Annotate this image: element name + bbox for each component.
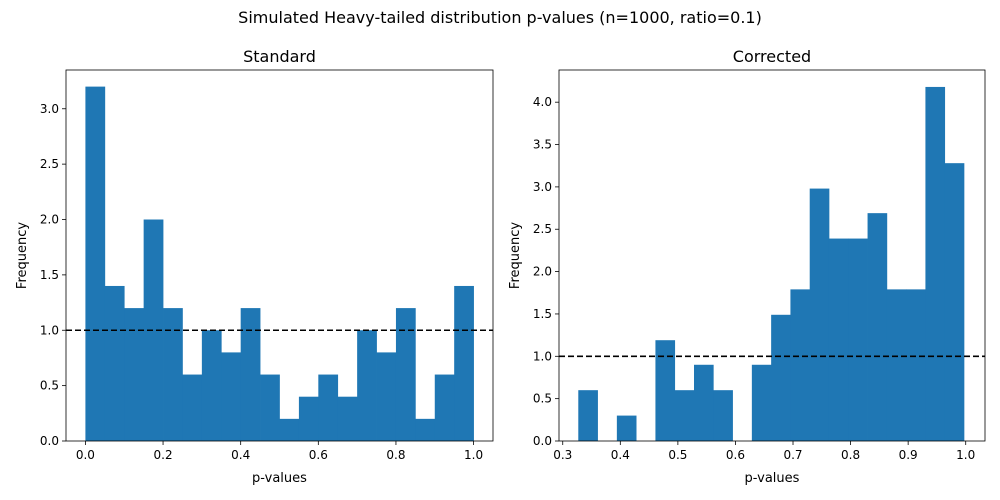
subplot-corrected: Corrected 0.3 0.4 0.5 0.6 0.7 0.8 0.9 1.0 0.00.… [508,47,986,486]
histogram-bar-standard-16 [395,308,416,441]
histogram-bar-standard-4 [163,308,183,441]
y-tick-label-standard-4: 2.0 [40,213,59,227]
histogram-bar-standard-0 [85,86,106,442]
histogram-bar-standard-14 [357,330,377,441]
subplot-corrected-x-ticks: 0.3 0.4 0.5 0.6 0.7 0.8 0.9 1.0 [553,441,975,462]
x-tick-label-standard-3: 0.6 [309,448,328,462]
x-tick-label-corrected-1: 0.4 [611,448,630,462]
histogram-bar-corrected-13 [828,238,849,441]
histogram-bar-standard-2 [124,308,144,441]
histogram-bar-corrected-0 [578,390,598,441]
histogram-bar-standard-1 [104,285,125,441]
y-tick-label-standard-1: 0.5 [40,379,59,393]
subplot-standard-ylabel: Frequency [15,222,30,289]
histogram-bar-corrected-18 [925,86,946,441]
histogram-bar-corrected-16 [886,289,907,441]
x-tick-label-standard-1: 0.2 [154,448,173,462]
histogram-bar-corrected-12 [809,188,830,441]
y-tick-label-corrected-7: 3.5 [533,138,552,152]
figure-suptitle: Simulated Heavy-tailed distribution p-va… [238,8,762,27]
subplot-standard-axes-frame [65,69,494,442]
y-tick-label-corrected-0: 0.0 [533,434,552,448]
histogram-bar-corrected-15 [867,213,888,441]
y-tick-label-corrected-8: 4.0 [533,95,552,109]
histogram-bar-corrected-11 [790,289,811,441]
y-tick-label-standard-3: 1.5 [40,268,59,282]
subplot-standard-title: Standard [243,47,316,66]
subplot-corrected-ylabel: Frequency [508,222,523,289]
histogram-bar-standard-12 [318,374,339,441]
x-tick-label-standard-0: 0.0 [76,448,95,462]
subplot-standard-y-ticks: 0.0 0.5 1.0 1.5 2.0 2.5 3.0 [40,102,66,448]
histogram-bar-standard-13 [337,396,358,441]
histogram-bar-corrected-14 [848,238,868,441]
y-tick-label-corrected-4: 2.0 [533,265,552,279]
y-tick-label-standard-0: 0.0 [40,434,59,448]
histogram-bar-standard-7 [221,352,242,441]
histogram-bar-corrected-17 [906,289,926,441]
subplot-standard-x-ticks: 0.0 0.2 0.4 0.6 0.8 1.0 [76,441,483,462]
y-tick-label-standard-2: 1.0 [40,323,59,337]
subplot-corrected-title: Corrected [733,47,811,66]
subplot-corrected-y-ticks: 0.0 0.5 1.0 1.5 2.0 2.5 3.0 3.5 4.0 [533,95,559,448]
histogram-bar-standard-18 [434,374,455,441]
x-tick-label-corrected-4: 0.7 [783,448,802,462]
histogram-bar-corrected-7 [713,390,733,441]
y-tick-label-corrected-2: 1.0 [533,349,552,363]
x-tick-label-corrected-6: 0.9 [899,448,918,462]
x-tick-label-standard-4: 0.8 [386,448,405,462]
y-tick-label-corrected-6: 3.0 [533,180,552,194]
subplot-standard-bars [85,86,474,442]
x-tick-label-corrected-0: 0.3 [553,448,572,462]
subplot-corrected-bars [578,86,965,442]
x-tick-label-corrected-3: 0.6 [726,448,745,462]
histogram-bar-standard-15 [376,352,397,441]
histogram-bar-corrected-5 [674,390,695,441]
histogram-bar-standard-5 [182,374,203,441]
subplot-corrected-xlabel: p-values [745,471,800,486]
x-tick-label-standard-2: 0.4 [231,448,250,462]
y-tick-label-corrected-1: 0.5 [533,392,552,406]
histogram-bar-standard-19 [454,285,474,441]
histogram-bar-corrected-2 [616,415,637,441]
y-tick-label-standard-5: 2.5 [40,157,59,171]
histogram-bar-standard-11 [298,396,319,441]
x-tick-label-corrected-7: 1.0 [956,448,975,462]
histogram-bar-standard-8 [240,308,261,441]
x-tick-label-corrected-5: 0.8 [841,448,860,462]
y-tick-label-standard-6: 3.0 [40,102,59,116]
histogram-bar-corrected-19 [944,163,965,442]
histogram-bar-standard-3 [143,219,164,441]
histogram-bar-corrected-6 [694,364,714,441]
histogram-bar-corrected-4 [655,340,676,441]
subplot-standard: Standard 0.0 0.2 0.4 0.6 0.8 1.0 0.0 0.5 1.0 1.5… [15,47,494,486]
histogram-bar-standard-6 [201,330,222,441]
subplot-corrected-axes-frame [558,69,986,442]
histogram-bar-corrected-10 [771,314,791,441]
histogram-bar-corrected-9 [751,364,772,441]
subplot-standard-xlabel: p-values [252,471,307,486]
histogram-bar-standard-10 [279,418,300,441]
x-tick-label-standard-5: 1.0 [464,448,483,462]
x-tick-label-corrected-2: 0.5 [668,448,687,462]
y-tick-label-corrected-5: 2.5 [533,222,552,236]
histogram-bar-standard-17 [415,418,436,441]
histogram-bar-standard-9 [260,374,280,441]
y-tick-label-corrected-3: 1.5 [533,307,552,321]
